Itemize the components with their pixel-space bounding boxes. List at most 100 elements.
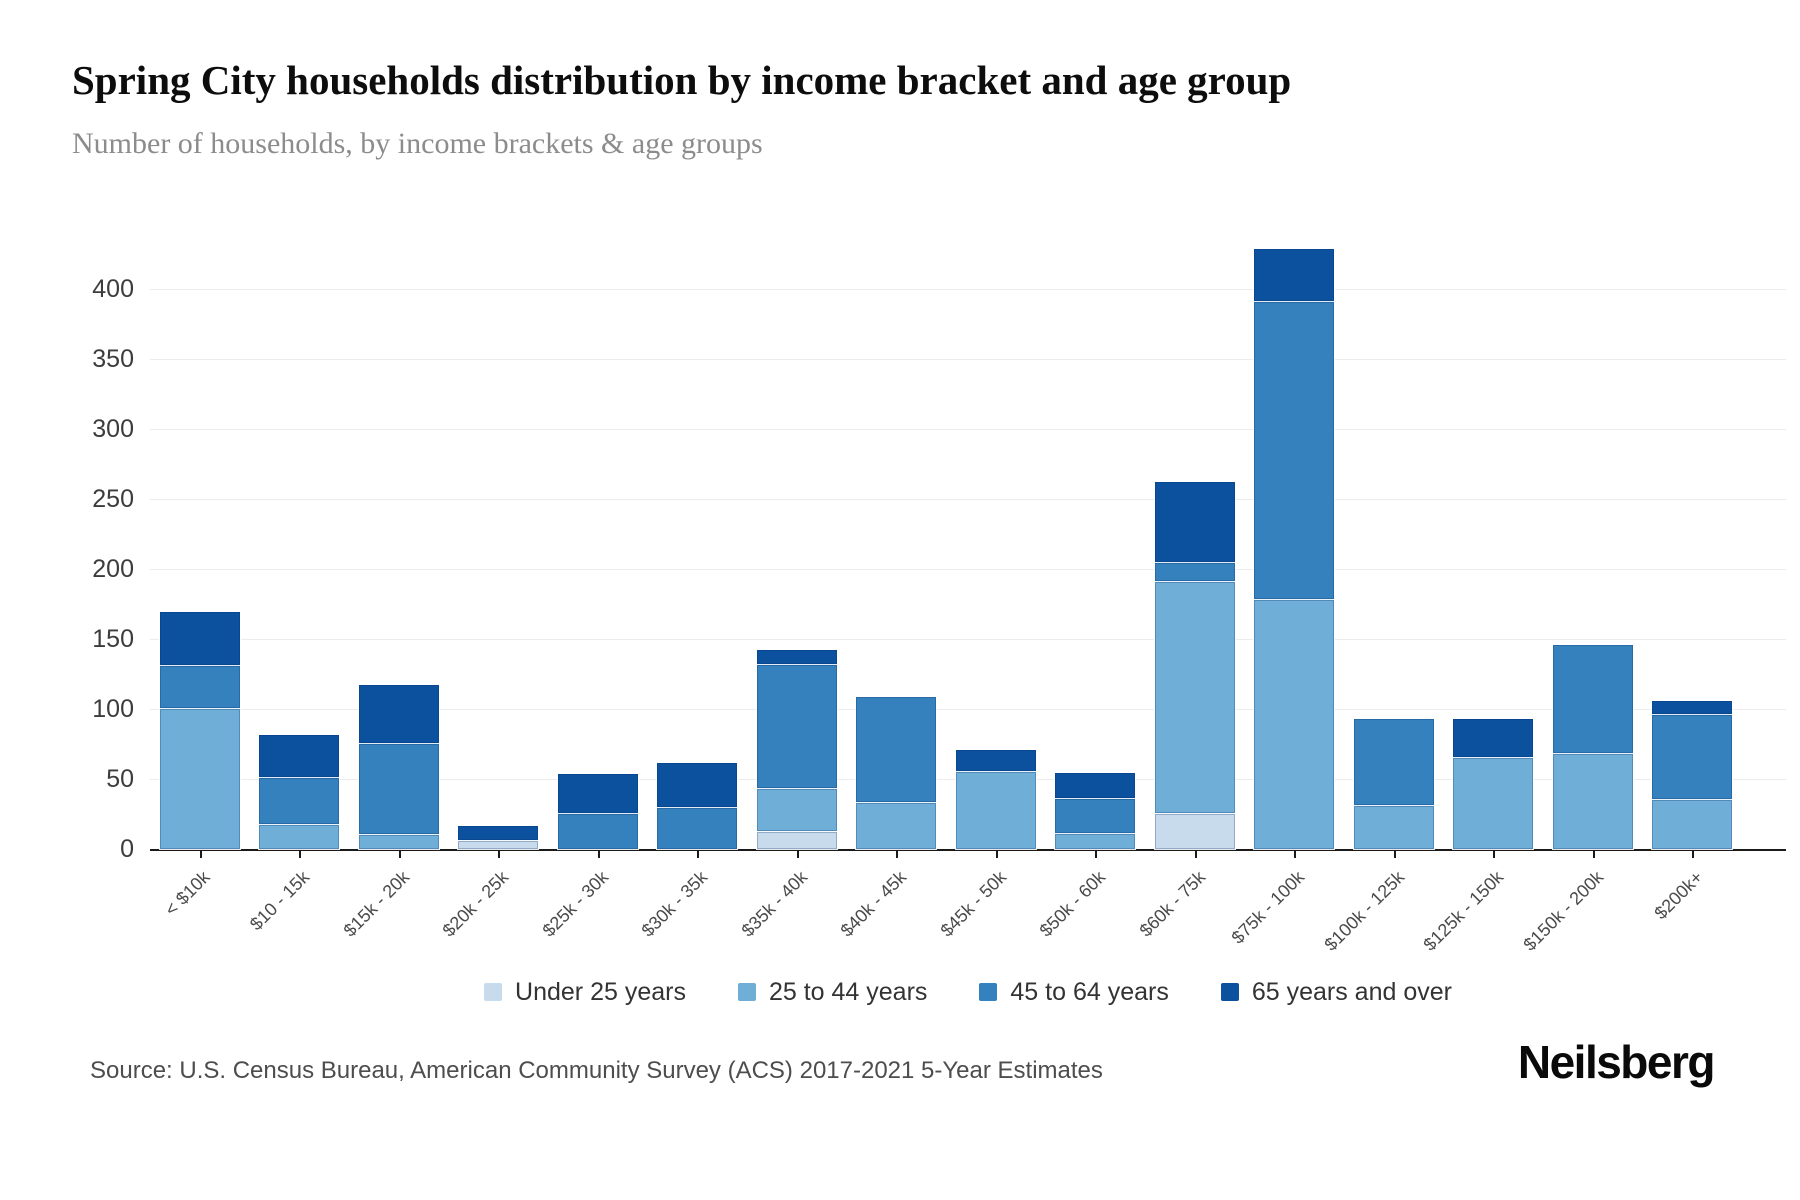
stacked-bar-$10 - 15k: [258, 734, 341, 850]
x-slot: $35k - 40k: [737, 851, 847, 969]
x-slot: $75k - 100k: [1228, 851, 1345, 969]
bar-segment[interactable]: [358, 684, 439, 744]
x-tick-label: < $10k: [161, 867, 214, 920]
x-tick-label: $40k - 45k: [836, 867, 911, 941]
bar-slot: [1245, 205, 1345, 850]
stacked-bar-$35k - 40k: [755, 649, 838, 850]
neilsberg-logo: Neilsberg: [1517, 1036, 1716, 1088]
x-tick-mark: [1194, 851, 1197, 858]
bar-segment[interactable]: [259, 824, 340, 849]
source-text: Source: U.S. Census Bureau, American Com…: [90, 1057, 1103, 1084]
bar-segment[interactable]: [358, 743, 439, 834]
stacked-bar-$25k - 30k: [556, 772, 639, 851]
legend-label: 45 to 64 years: [1010, 977, 1169, 1006]
x-axis-slots: < $10k $10 - 15k $15k - 20k $20k - 25k $25k …: [150, 851, 1742, 969]
bar-segment[interactable]: [1453, 719, 1534, 757]
x-tick-mark: [1393, 851, 1396, 858]
bar-segment[interactable]: [1652, 799, 1733, 849]
bar-segment[interactable]: [756, 650, 837, 665]
bar-slot: [250, 205, 350, 850]
bar-segment[interactable]: [856, 801, 937, 849]
x-tick-label: $15k - 20k: [339, 867, 413, 941]
bar-segment[interactable]: [1055, 798, 1136, 833]
stacked-bar-$40k - 45k: [855, 695, 938, 851]
stacked-bar-$20k - 25k: [457, 824, 540, 851]
legend-item-45 to 64 years[interactable]: 45 to 64 years: [979, 977, 1169, 1007]
bar-segment[interactable]: [1254, 249, 1335, 302]
bar-segment[interactable]: [159, 708, 240, 849]
gridline-200: [150, 569, 1786, 570]
y-tick-label-350: 350: [92, 345, 134, 373]
bar-segment[interactable]: [458, 839, 539, 849]
bar-segment[interactable]: [159, 611, 240, 665]
bar-segment[interactable]: [1353, 719, 1434, 805]
bar-segment[interactable]: [458, 825, 539, 840]
bar-slot: [1543, 205, 1643, 850]
bar-segment[interactable]: [756, 831, 837, 849]
legend-item-65 years and over[interactable]: 65 years and over: [1220, 978, 1452, 1007]
stacked-bar-$50k - 60k: [1054, 771, 1137, 851]
legend-item-25 to 44 years[interactable]: 25 to 44 years: [737, 978, 927, 1007]
chart-header: Spring City households distribution by i…: [0, 0, 1800, 161]
x-tick-label: $60k - 75k: [1135, 867, 1209, 941]
stacked-bar-$125k - 150k: [1452, 718, 1535, 850]
x-tick-mark: [398, 851, 401, 858]
y-tick-label-200: 200: [92, 555, 134, 583]
bar-segment[interactable]: [1055, 832, 1136, 849]
x-tick-mark: [995, 851, 998, 858]
bar-segment[interactable]: [259, 777, 340, 825]
bar-segment[interactable]: [557, 773, 638, 813]
bar-segment[interactable]: [1552, 752, 1633, 849]
x-tick-label: $45k - 50k: [936, 867, 1010, 941]
bar-segment[interactable]: [1254, 598, 1335, 849]
bar-segment[interactable]: [1055, 772, 1136, 799]
bar-slot: [847, 205, 947, 851]
bar-segment[interactable]: [358, 834, 439, 849]
chart-subtitle: Number of households, by income brackets…: [72, 127, 763, 160]
bar-segment[interactable]: [1652, 714, 1733, 799]
bar-slot: [548, 205, 648, 851]
bar-segment[interactable]: [1254, 301, 1335, 599]
legend-item-Under 25 years[interactable]: Under 25 years: [484, 978, 686, 1007]
y-tick-label-150: 150: [92, 625, 134, 653]
bar-segment[interactable]: [159, 665, 240, 708]
bar-segment[interactable]: [856, 696, 937, 802]
chart-title: Spring City households distribution by i…: [72, 57, 1292, 103]
x-slot: $150k - 200k: [1519, 851, 1643, 969]
bar-segment[interactable]: [259, 735, 340, 778]
bar-segment[interactable]: [1652, 701, 1733, 714]
bar-segment[interactable]: [657, 807, 738, 849]
bar-segment[interactable]: [756, 788, 837, 832]
bar-segment[interactable]: [1552, 645, 1633, 753]
bar-segment[interactable]: [1154, 561, 1235, 581]
x-slot: $45k - 50k: [936, 851, 1046, 969]
bar-segment[interactable]: [1154, 813, 1235, 849]
bar-segment[interactable]: [657, 762, 738, 808]
bar-segment[interactable]: [955, 750, 1036, 771]
x-slot: $30k - 35k: [638, 851, 748, 969]
x-tick-label: $200k+: [1650, 867, 1707, 924]
legend-label: Under 25 years: [515, 977, 686, 1006]
x-axis: < $10k $10 - 15k $15k - 20k $20k - 25k $25k …: [150, 851, 1786, 969]
stacked-bar-$150k - 200k: [1551, 644, 1634, 850]
bar-slot: [1145, 205, 1245, 850]
bar-slot: [1643, 205, 1743, 850]
x-tick-mark: [199, 851, 202, 858]
plot-area: 0 50 100 150 200 250 300 350 400: [92, 205, 1786, 863]
bar-slot: [946, 205, 1046, 850]
bar-segment[interactable]: [756, 664, 837, 789]
x-slot: $20k - 25k: [439, 851, 549, 969]
bar-slot: [1046, 205, 1146, 851]
bar-slot: [747, 205, 847, 850]
x-tick-mark: [1592, 851, 1595, 858]
x-slot: $15k - 20k: [339, 851, 449, 969]
x-tick-mark: [1095, 851, 1098, 858]
bar-segment[interactable]: [955, 771, 1036, 849]
bar-segment[interactable]: [1154, 581, 1235, 813]
bar-segment[interactable]: [1353, 804, 1434, 849]
bar-segment[interactable]: [1154, 482, 1235, 562]
bar-segment[interactable]: [557, 813, 638, 849]
y-tick-label-300: 300: [92, 415, 134, 443]
bar-segment[interactable]: [1453, 757, 1534, 849]
